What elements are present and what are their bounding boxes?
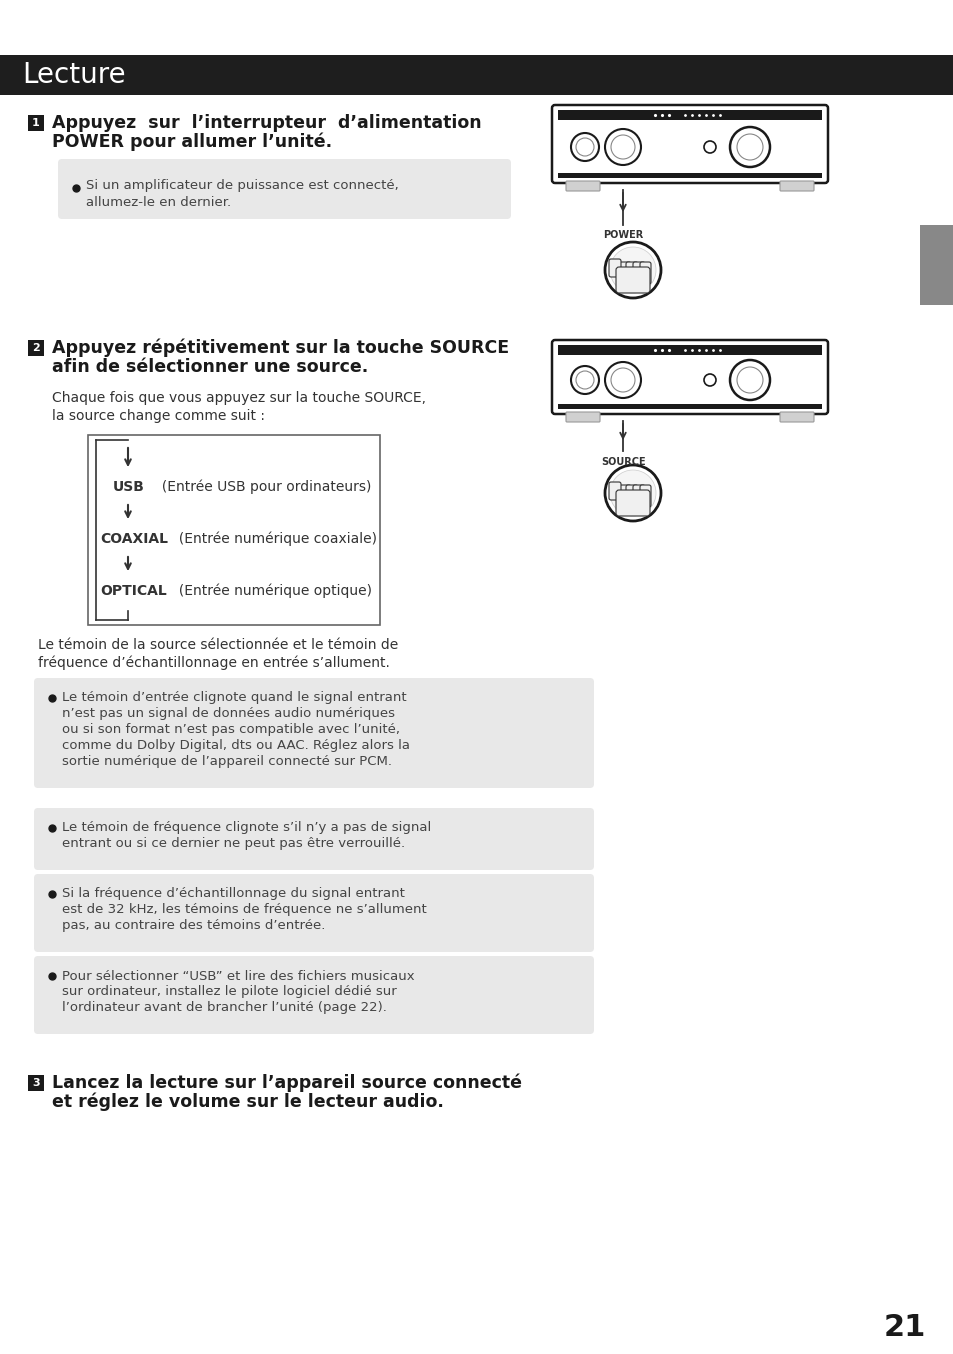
Bar bbox=[28, 115, 44, 131]
Bar bbox=[919, 225, 953, 305]
Text: 1: 1 bbox=[32, 118, 40, 129]
Text: Chaque fois que vous appuyez sur la touche SOURCE,: Chaque fois que vous appuyez sur la touc… bbox=[52, 391, 426, 405]
FancyBboxPatch shape bbox=[552, 106, 827, 183]
Text: Si un amplificateur de puissance est connecté,: Si un amplificateur de puissance est con… bbox=[86, 180, 398, 192]
Bar bbox=[28, 340, 44, 356]
Text: Lancez la lecture sur l’appareil source connecté: Lancez la lecture sur l’appareil source … bbox=[52, 1074, 521, 1093]
Text: 3: 3 bbox=[32, 1078, 40, 1089]
Text: la source change comme suit :: la source change comme suit : bbox=[52, 409, 265, 422]
FancyBboxPatch shape bbox=[34, 808, 594, 871]
Bar bbox=[558, 403, 821, 409]
FancyBboxPatch shape bbox=[780, 412, 813, 422]
FancyBboxPatch shape bbox=[552, 340, 827, 414]
Text: Appuyez répétitivement sur la touche SOURCE: Appuyez répétitivement sur la touche SOU… bbox=[52, 338, 509, 357]
FancyBboxPatch shape bbox=[618, 485, 630, 506]
FancyBboxPatch shape bbox=[639, 485, 650, 506]
Circle shape bbox=[609, 246, 656, 292]
FancyBboxPatch shape bbox=[633, 263, 644, 284]
Text: Lecture: Lecture bbox=[22, 61, 126, 89]
FancyBboxPatch shape bbox=[565, 412, 599, 422]
Text: 21: 21 bbox=[882, 1313, 925, 1343]
Text: POWER pour allumer l’unité.: POWER pour allumer l’unité. bbox=[52, 133, 332, 152]
Text: l’ordinateur avant de brancher l’unité (page 22).: l’ordinateur avant de brancher l’unité (… bbox=[62, 1002, 387, 1014]
FancyBboxPatch shape bbox=[58, 158, 511, 219]
FancyBboxPatch shape bbox=[565, 181, 599, 191]
Text: et réglez le volume sur le lecteur audio.: et réglez le volume sur le lecteur audio… bbox=[52, 1093, 443, 1112]
FancyBboxPatch shape bbox=[625, 263, 638, 284]
Text: Le témoin de la source sélectionnée et le témoin de: Le témoin de la source sélectionnée et l… bbox=[38, 638, 397, 653]
Text: SOURCE: SOURCE bbox=[600, 458, 645, 467]
FancyBboxPatch shape bbox=[608, 482, 620, 500]
FancyBboxPatch shape bbox=[780, 181, 813, 191]
FancyBboxPatch shape bbox=[34, 873, 594, 952]
Text: entrant ou si ce dernier ne peut pas être verrouillé.: entrant ou si ce dernier ne peut pas êtr… bbox=[62, 838, 405, 850]
Text: sur ordinateur, installez le pilote logiciel dédié sur: sur ordinateur, installez le pilote logi… bbox=[62, 986, 396, 998]
Text: ou si son format n’est pas compatible avec l’unité,: ou si son format n’est pas compatible av… bbox=[62, 723, 399, 737]
Text: allumez-le en dernier.: allumez-le en dernier. bbox=[86, 196, 231, 210]
Bar bbox=[88, 435, 379, 626]
Bar bbox=[28, 1075, 44, 1091]
Text: COAXIAL: COAXIAL bbox=[100, 532, 168, 546]
FancyBboxPatch shape bbox=[633, 485, 644, 506]
Text: fréquence d’échantillonnage en entrée s’allument.: fréquence d’échantillonnage en entrée s’… bbox=[38, 655, 390, 670]
FancyBboxPatch shape bbox=[616, 490, 649, 516]
Bar bbox=[558, 110, 821, 121]
Text: (Entrée numérique optique): (Entrée numérique optique) bbox=[170, 584, 372, 598]
Text: USB: USB bbox=[112, 481, 145, 494]
FancyBboxPatch shape bbox=[616, 267, 649, 292]
Text: 2: 2 bbox=[32, 343, 40, 353]
Text: pas, au contraire des témoins d’entrée.: pas, au contraire des témoins d’entrée. bbox=[62, 919, 325, 933]
Bar bbox=[0, 56, 953, 95]
FancyBboxPatch shape bbox=[608, 259, 620, 278]
Bar bbox=[558, 345, 821, 355]
Text: POWER: POWER bbox=[602, 230, 642, 240]
Text: (Entrée numérique coaxiale): (Entrée numérique coaxiale) bbox=[170, 532, 376, 546]
Bar bbox=[558, 173, 821, 177]
Text: est de 32 kHz, les témoins de fréquence ne s’allument: est de 32 kHz, les témoins de fréquence … bbox=[62, 903, 426, 917]
FancyBboxPatch shape bbox=[639, 263, 650, 284]
Circle shape bbox=[609, 470, 656, 516]
FancyBboxPatch shape bbox=[625, 485, 638, 506]
Text: sortie numérique de l’appareil connecté sur PCM.: sortie numérique de l’appareil connecté … bbox=[62, 756, 392, 769]
FancyBboxPatch shape bbox=[34, 678, 594, 788]
Text: Si la fréquence d’échantillonnage du signal entrant: Si la fréquence d’échantillonnage du sig… bbox=[62, 887, 404, 900]
Text: comme du Dolby Digital, dts ou AAC. Réglez alors la: comme du Dolby Digital, dts ou AAC. Régl… bbox=[62, 739, 410, 753]
Text: Pour sélectionner “USB” et lire des fichiers musicaux: Pour sélectionner “USB” et lire des fich… bbox=[62, 969, 415, 983]
Text: OPTICAL: OPTICAL bbox=[100, 584, 167, 598]
Text: afin de sélectionner une source.: afin de sélectionner une source. bbox=[52, 357, 368, 376]
Text: Le témoin d’entrée clignote quand le signal entrant: Le témoin d’entrée clignote quand le sig… bbox=[62, 692, 406, 704]
FancyBboxPatch shape bbox=[618, 263, 630, 284]
Text: Le témoin de fréquence clignote s’il n’y a pas de signal: Le témoin de fréquence clignote s’il n’y… bbox=[62, 822, 431, 834]
Text: Appuyez  sur  l’interrupteur  d’alimentation: Appuyez sur l’interrupteur d’alimentatio… bbox=[52, 114, 481, 131]
Text: n’est pas un signal de données audio numériques: n’est pas un signal de données audio num… bbox=[62, 708, 395, 720]
Text: (Entrée USB pour ordinateurs): (Entrée USB pour ordinateurs) bbox=[152, 479, 371, 494]
FancyBboxPatch shape bbox=[34, 956, 594, 1034]
